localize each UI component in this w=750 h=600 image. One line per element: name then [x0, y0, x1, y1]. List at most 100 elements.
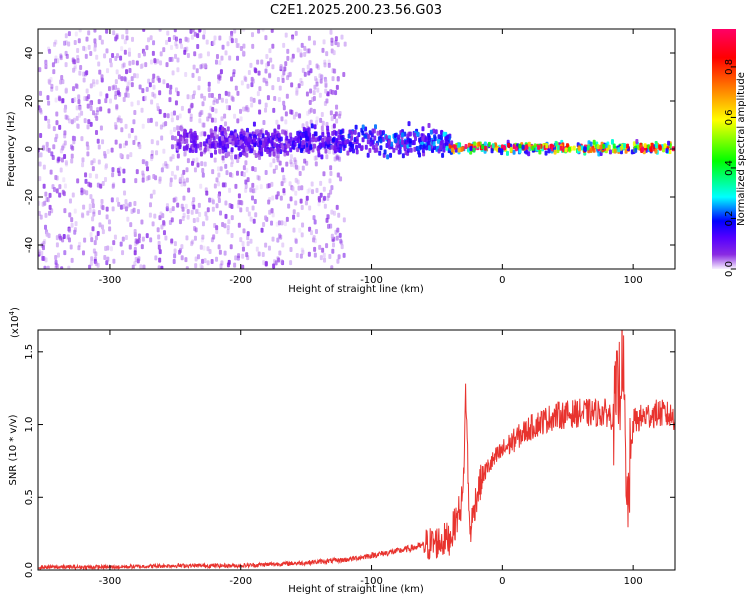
spectrogram-cell — [335, 138, 339, 144]
snr-y-axis-title: SNR (10 * v/v) — [8, 414, 19, 485]
spectrogram-cell — [197, 85, 201, 91]
spectrogram-cell — [143, 95, 147, 101]
spectrogram-cell — [141, 236, 145, 242]
spectrogram-cell — [157, 234, 161, 240]
spectrogram-cell — [334, 130, 338, 136]
spectrogram-cell — [75, 105, 79, 111]
spectrogram-cell — [194, 208, 198, 214]
spectrogram-cell — [282, 100, 286, 106]
spectrogram-cell — [305, 195, 309, 201]
spectrogram-cell — [211, 206, 215, 212]
spectrogram-cell — [190, 34, 194, 40]
spectrogram-cell — [110, 147, 114, 153]
spectrogram-cell — [433, 134, 437, 140]
spectrogram-cell — [99, 91, 103, 97]
spectrogram-cell — [45, 196, 49, 202]
spectrogram-cell — [205, 39, 209, 45]
spectrogram-cell — [472, 147, 476, 153]
spectrogram-cell — [251, 78, 255, 84]
spectrogram-cell — [164, 121, 168, 127]
spectrogram-cell — [337, 155, 341, 161]
spectrogram-cell — [153, 93, 157, 99]
spectrogram-cell — [341, 140, 345, 146]
spectrogram-cell — [224, 213, 228, 219]
snr-plot-area — [38, 330, 675, 570]
spectrogram-cell — [101, 224, 105, 230]
spectrogram-cell — [313, 131, 317, 137]
spectrogram-cell — [271, 236, 275, 242]
spectrogram-cell — [82, 77, 86, 83]
spectrogram-cell — [289, 159, 293, 165]
spectrogram-cell — [63, 140, 67, 146]
spectrogram-cell — [180, 244, 184, 250]
spectrogram-cell — [114, 121, 118, 127]
spectrogram-cell — [94, 129, 98, 135]
spectrogram-cell — [178, 113, 182, 119]
spectrogram-cell — [111, 53, 115, 59]
spectrogram-cell — [602, 143, 606, 149]
spectrogram-cell — [339, 238, 343, 244]
spectrogram-cell — [324, 88, 328, 94]
spectrogram-cell — [208, 142, 212, 148]
spectrogram-cell — [294, 200, 298, 206]
spectrogram-cell — [39, 214, 43, 220]
spectrogram-cell — [242, 165, 246, 171]
spectrogram-cell — [285, 93, 289, 99]
spectrogram-cell — [370, 132, 374, 138]
spectrogram-cell — [158, 257, 162, 263]
spectrogram-cell — [259, 184, 263, 190]
spectrogram-cell — [214, 127, 218, 133]
spectrogram-cell — [300, 185, 304, 191]
spectrogram-cell — [96, 262, 100, 268]
spectrogram-cell — [246, 107, 250, 113]
spectrogram-cell — [318, 244, 322, 250]
spectrogram-cell — [210, 143, 214, 149]
spectrogram-cell — [90, 100, 94, 106]
spectrogram-cell — [99, 106, 103, 112]
spectrogram-cell — [237, 253, 241, 259]
spectrogram-cell — [194, 263, 198, 269]
spectrogram-cell — [459, 147, 463, 153]
spectrogram-cell — [247, 211, 251, 217]
spectrogram-cell — [256, 59, 260, 65]
y-tick-label: 0.0 — [24, 562, 35, 578]
spectrogram-cell — [70, 222, 74, 228]
spectrogram-cell — [408, 131, 412, 137]
spectrogram-cell — [329, 223, 333, 229]
spectrogram-cell — [329, 29, 333, 35]
spectrogram-cell — [208, 92, 212, 98]
spectrogram-cell — [565, 143, 569, 149]
spectrogram-cell — [464, 144, 468, 150]
spectrogram-cell — [437, 134, 441, 140]
spectrogram-cell — [149, 193, 153, 199]
spectrogram-cell — [73, 229, 77, 235]
spectrogram-cell — [61, 98, 65, 104]
spectrogram-cell — [284, 130, 288, 136]
spectrogram-cell — [165, 203, 169, 209]
spectrogram-cell — [93, 240, 97, 246]
spectrogram-cell — [132, 140, 136, 146]
spectrogram-cell — [185, 235, 189, 241]
spectrogram-cell — [221, 155, 225, 161]
spectrogram-cell — [210, 259, 214, 265]
spectrogram-cell — [81, 162, 85, 168]
spectrogram-cell — [109, 62, 113, 68]
spectrogram-cell — [296, 165, 300, 171]
spectrogram-cell — [254, 153, 258, 159]
spectrogram-cell — [141, 170, 145, 176]
spectrogram-cell — [230, 233, 234, 239]
spectrogram-cell — [258, 86, 262, 92]
spectrogram-cell — [92, 211, 96, 217]
spectrogram-cell — [313, 124, 317, 130]
spectrogram-cell — [152, 84, 156, 90]
spectrogram-cell — [234, 255, 238, 261]
spectrogram-cell — [429, 129, 433, 135]
spectrogram-cell — [172, 197, 176, 203]
spectrogram-cell — [545, 143, 549, 149]
spectrogram-cell — [241, 241, 245, 247]
spectrogram-cell — [54, 259, 58, 265]
spectrogram-cell — [218, 140, 222, 146]
spectrogram-cell — [100, 39, 104, 45]
spectrogram-cell — [553, 149, 557, 155]
spectrogram-cell — [304, 200, 308, 206]
